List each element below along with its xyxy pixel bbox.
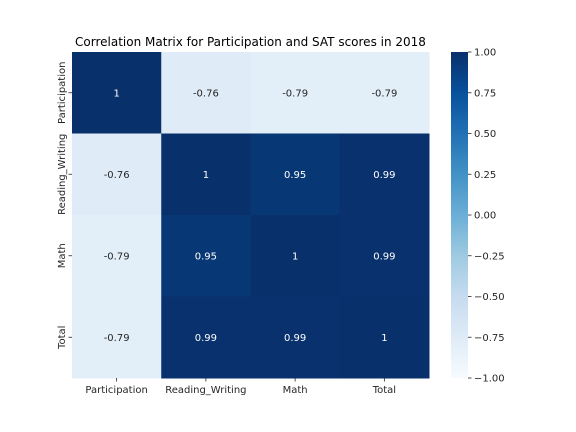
heatmap-cell-value: 0.99: [373, 170, 395, 181]
y-tick-label: Math: [57, 243, 68, 268]
heatmap-cell-value: -0.79: [282, 88, 308, 99]
colorbar-tick-label: 0.00: [474, 211, 496, 222]
y-tick-label: Total: [57, 326, 68, 350]
x-tick-label: Reading_Writing: [165, 385, 246, 396]
colorbar: [451, 52, 468, 378]
heatmap-cell-value: 1: [292, 251, 298, 262]
x-tick-label: Participation: [85, 385, 147, 396]
y-tick-label: Participation: [57, 62, 68, 124]
colorbar-tick-label: 0.25: [474, 170, 496, 181]
x-tick-label: Math: [283, 385, 308, 396]
y-tick-label: Reading_Writing: [57, 134, 68, 215]
heatmap-cell-value: 0.99: [373, 251, 395, 262]
heatmap-cell-value: 0.95: [284, 170, 306, 181]
heatmap-cell-value: 0.99: [195, 333, 217, 344]
colorbar-tick-label: −0.25: [474, 251, 505, 262]
heatmap-cell-value: -0.76: [193, 88, 219, 99]
colorbar-tick-label: −0.75: [474, 333, 505, 344]
colorbar-ticks: 1.00 0.75 0.50 0.25 0.00 −0.25 −0.50 −0.75 −1.00: [468, 48, 505, 385]
chart-title: Correlation Matrix for Participation and…: [75, 35, 426, 49]
x-axis: Participation Reading_Writing Math Total: [85, 378, 396, 396]
x-tick-label: Total: [372, 385, 396, 396]
heatmap-cell-value: -0.76: [104, 170, 130, 181]
y-axis: Participation Reading_Writing Math Total: [57, 62, 72, 350]
heatmap-cell-value: 1: [203, 170, 209, 181]
colorbar-tick-label: 0.50: [474, 129, 496, 140]
colorbar-tick-label: −0.50: [474, 292, 505, 303]
heatmap-cells: [72, 52, 430, 379]
heatmap-cell-value: -0.79: [104, 251, 130, 262]
heatmap-cell-value: 1: [381, 333, 387, 344]
colorbar-tick-label: −1.00: [474, 374, 505, 385]
heatmap-cell-value: 1: [113, 88, 119, 99]
heatmap-cell-value: -0.79: [104, 333, 130, 344]
heatmap-cell-value: 0.99: [284, 333, 306, 344]
heatmap-cell-value: -0.79: [371, 88, 397, 99]
colorbar-tick-label: 0.75: [474, 88, 496, 99]
heatmap-cell-value: 0.95: [195, 251, 217, 262]
colorbar-tick-label: 1.00: [474, 48, 496, 59]
